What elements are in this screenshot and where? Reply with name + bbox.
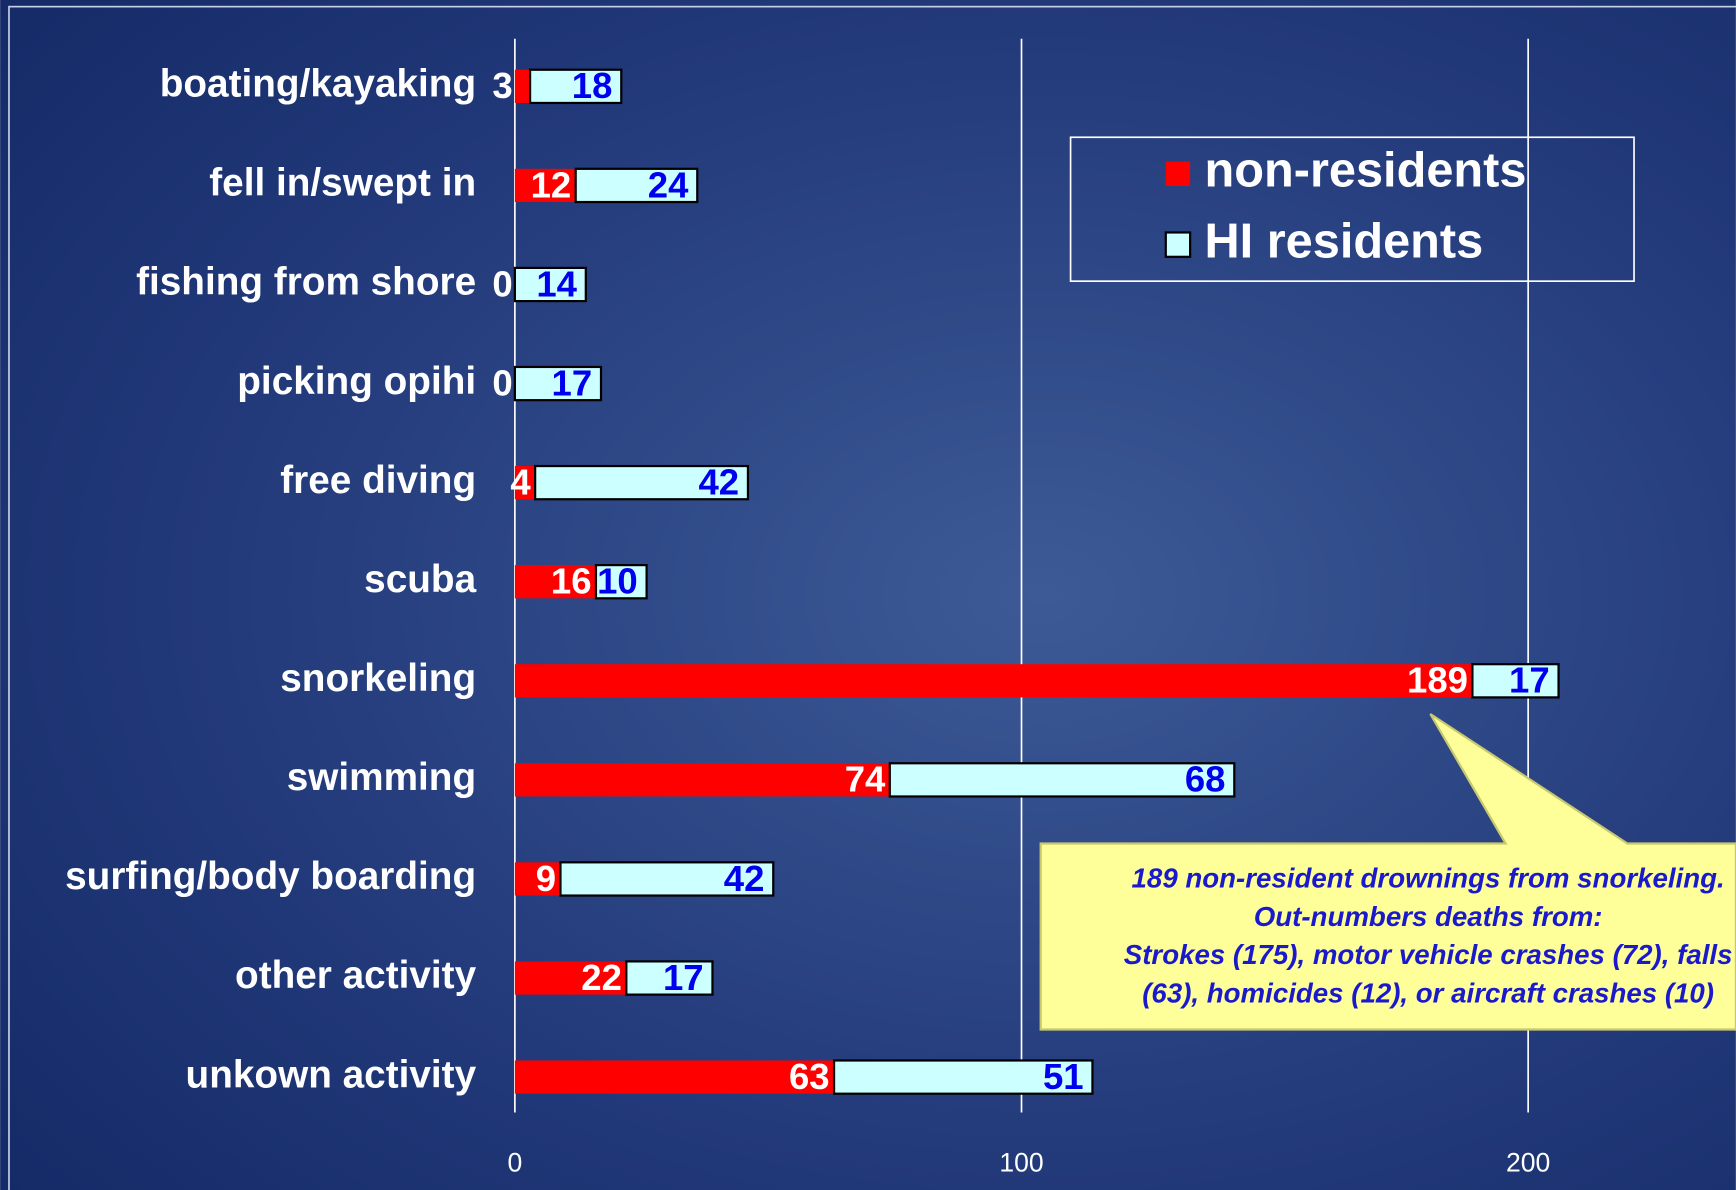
bar: [890, 763, 1235, 796]
value-label: 51: [1043, 1056, 1084, 1097]
value-label: 9: [536, 858, 556, 899]
value-label: 63: [789, 1056, 830, 1097]
value-label: 16: [551, 561, 592, 602]
legend-label: non-residents: [1205, 144, 1527, 198]
bar: [515, 763, 890, 796]
annotation: 189 non-resident drownings from snorkeli…: [1132, 862, 1725, 893]
bar: [515, 70, 530, 103]
legend-swatch: [1166, 232, 1190, 256]
value-label: 17: [1509, 660, 1550, 701]
value-label: 3: [492, 65, 512, 106]
legend-swatch: [1166, 162, 1190, 186]
value-label: 24: [648, 164, 689, 205]
bar: [515, 664, 1473, 697]
page: 0100200 boating/kayaking318fell in/swept…: [0, 0, 1736, 1190]
y-tick-label: other activity: [235, 954, 477, 997]
y-tick-label: scuba: [364, 558, 476, 601]
value-label: 74: [845, 759, 886, 800]
x-tick-label: 0: [507, 1148, 522, 1178]
bar: [515, 1060, 834, 1093]
value-label: 14: [536, 263, 577, 304]
y-tick-label: swimming: [287, 756, 476, 799]
y-tick-label: unkown activity: [186, 1053, 477, 1096]
value-label: 68: [1185, 759, 1226, 800]
y-tick-label: surfing/body boarding: [65, 855, 476, 898]
value-label: 4: [510, 462, 531, 503]
annotation: (63), homicides (12), or aircraft crashe…: [1142, 978, 1714, 1009]
annotation: Strokes (175), motor vehicle crashes (72…: [1124, 939, 1733, 970]
y-tick-label: free diving: [280, 459, 476, 502]
value-label: 42: [698, 462, 739, 503]
y-tick-label: fell in/swept in: [209, 162, 476, 205]
y-tick-label: fishing from shore: [136, 261, 476, 304]
y-tick-label: boating/kayaking: [160, 63, 476, 106]
value-label: 10: [597, 561, 638, 602]
y-tick-label: snorkeling: [280, 657, 476, 700]
value-label: 12: [531, 164, 572, 205]
value-label: 17: [552, 362, 593, 403]
value-label: 0: [492, 263, 512, 304]
legend-label: HI residents: [1205, 215, 1484, 269]
x-tick-label: 200: [1506, 1148, 1550, 1178]
x-tick-label: 100: [999, 1148, 1043, 1178]
value-label: 189: [1407, 660, 1468, 701]
chart: 0100200 boating/kayaking318fell in/swept…: [0, 0, 1736, 1190]
annotation: Out-numbers deaths from:: [1254, 901, 1603, 932]
y-tick-label: picking opihi: [237, 360, 476, 403]
value-label: 18: [572, 65, 613, 106]
value-label: 22: [581, 957, 622, 998]
value-label: 42: [724, 858, 765, 899]
value-label: 0: [492, 362, 512, 403]
value-label: 17: [663, 957, 704, 998]
